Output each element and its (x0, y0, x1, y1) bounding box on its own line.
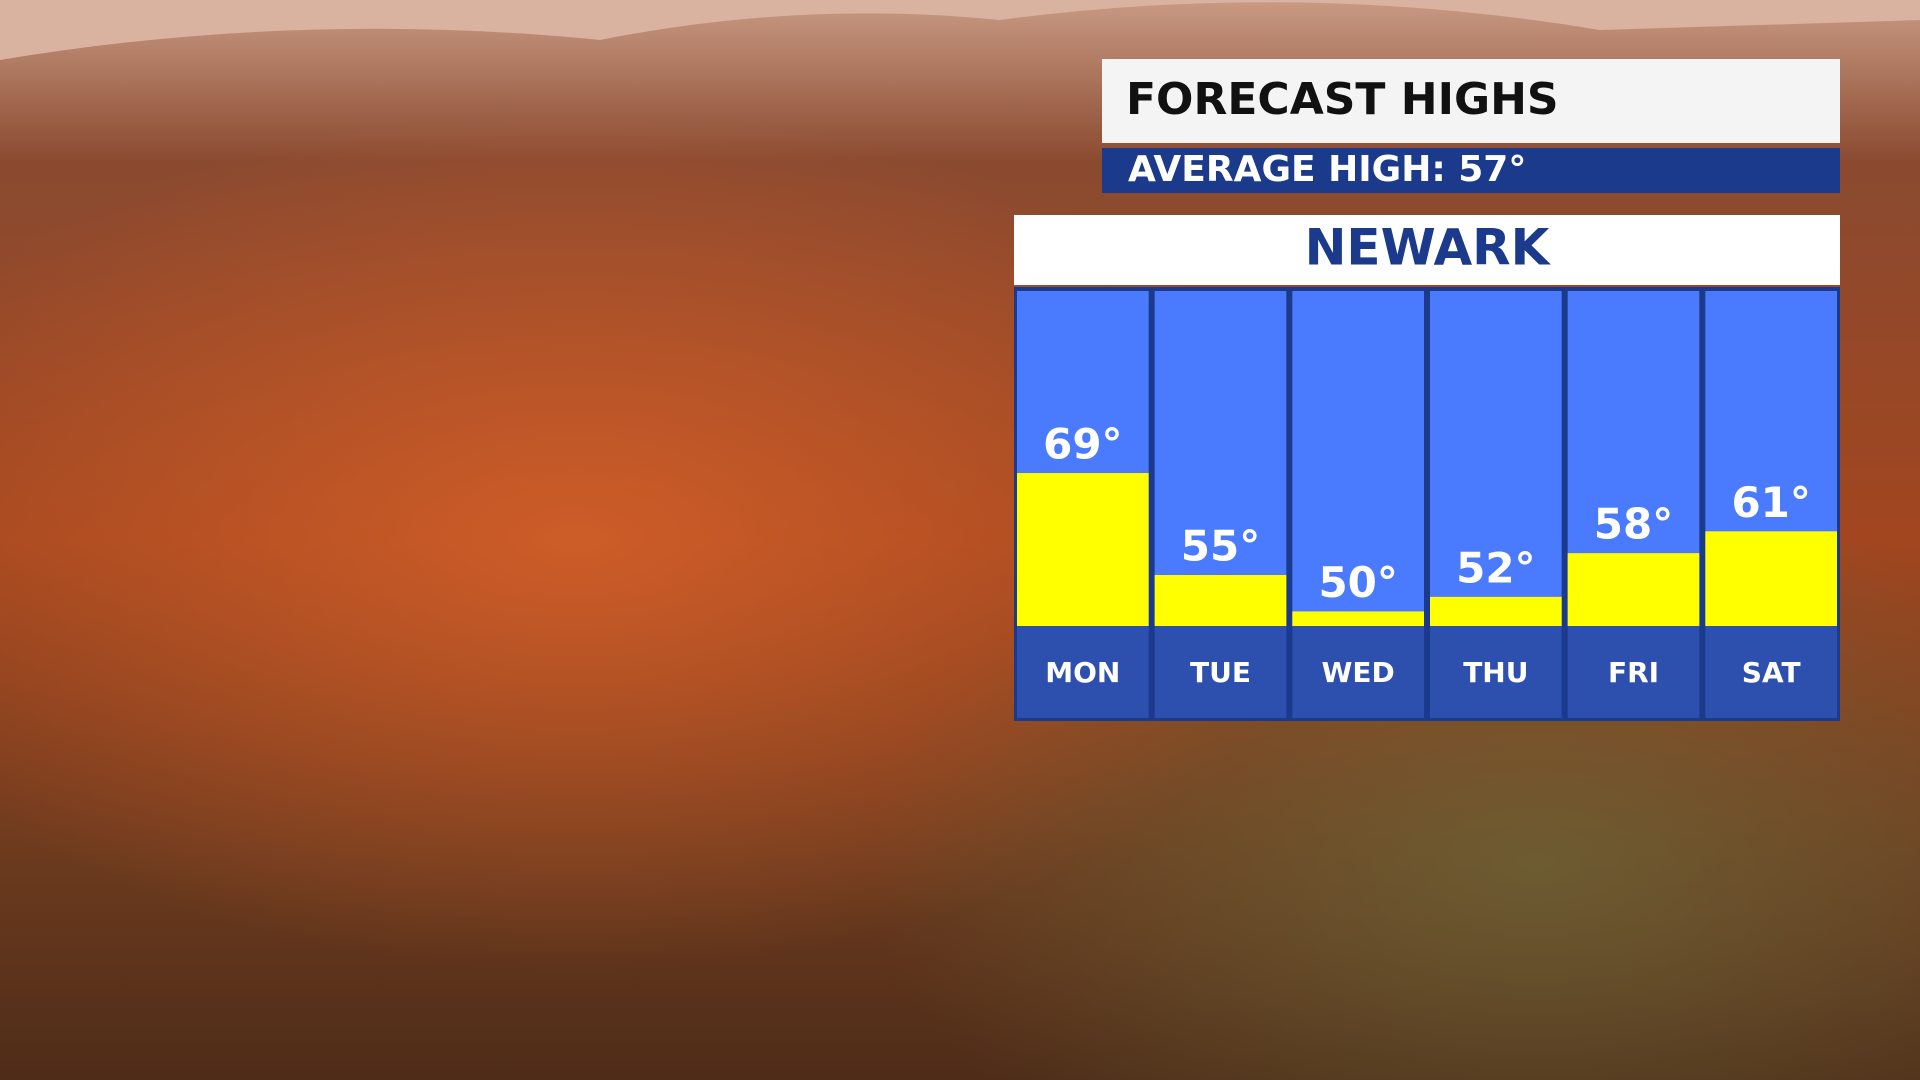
bar (1705, 531, 1837, 626)
subtitle-box (1102, 148, 1840, 193)
day-cell (1017, 626, 1149, 718)
x-tick-label: TUE (1190, 656, 1251, 689)
location-box (1014, 215, 1840, 285)
chart-subtitle: AVERAGE HIGH: 57° (1128, 149, 1526, 190)
sky-strip (0, 0, 1920, 60)
value-label: 50° (1318, 558, 1397, 607)
day-cell (1292, 626, 1424, 718)
bar (1567, 553, 1700, 626)
location-label: NEWARK (1305, 219, 1552, 277)
column-background (1430, 291, 1562, 626)
value-label: 52° (1456, 543, 1535, 592)
day-cell (1705, 626, 1837, 718)
bar (1017, 473, 1149, 626)
value-label: 61° (1731, 478, 1810, 527)
day-cell (1154, 626, 1287, 718)
x-tick-label: FRI (1608, 656, 1659, 689)
x-tick-label: SAT (1742, 656, 1801, 689)
value-label: 69° (1043, 420, 1122, 469)
value-label: 55° (1181, 522, 1260, 571)
column-background (1154, 291, 1287, 626)
value-label: 58° (1594, 500, 1673, 549)
day-cell (1567, 626, 1700, 718)
chart-title: FORECAST HIGHS (1126, 74, 1559, 125)
column-background (1292, 291, 1424, 626)
bar (1430, 596, 1562, 626)
x-tick-label: MON (1045, 656, 1120, 689)
bar (1292, 611, 1424, 626)
panel (1014, 287, 1840, 721)
x-tick-label: THU (1463, 656, 1528, 689)
bar (1154, 575, 1287, 626)
x-tick-label: WED (1322, 656, 1395, 689)
title-box (1102, 59, 1840, 143)
day-cell (1430, 626, 1562, 718)
